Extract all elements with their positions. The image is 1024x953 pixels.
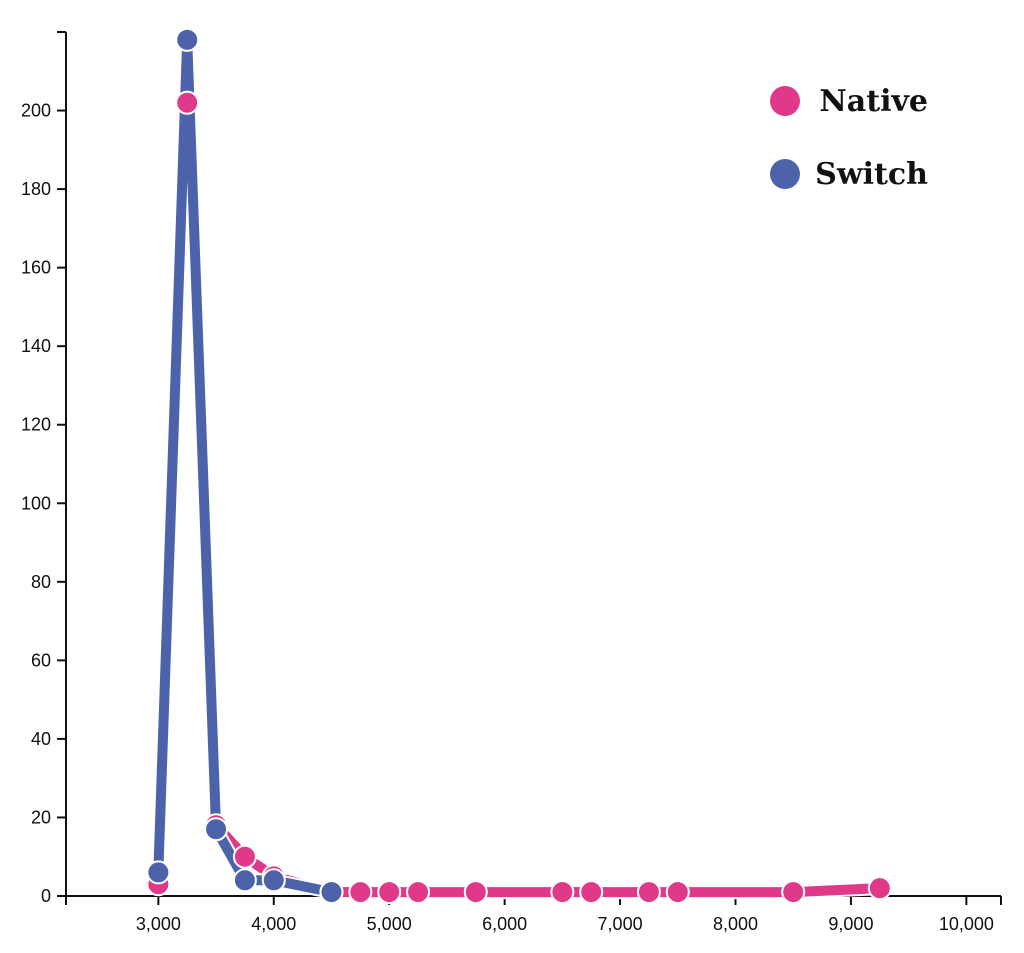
y-tick-label: 20 xyxy=(31,807,51,827)
y-tick-label: 40 xyxy=(31,729,51,749)
x-tick-label: 7,000 xyxy=(598,914,643,934)
switch-point xyxy=(319,880,344,905)
legend-label-native: Native xyxy=(819,84,928,119)
native-point xyxy=(579,880,604,905)
x-tick-label: 6,000 xyxy=(482,914,527,934)
switch-point xyxy=(204,817,229,842)
native-point xyxy=(781,880,806,905)
native-point xyxy=(348,880,373,905)
x-axis: 3,000 4,000 5,000 6,000 7,000 8,000 9,000 10,00… xyxy=(65,895,1002,934)
native-point xyxy=(636,880,661,905)
x-tick-label: 3,000 xyxy=(136,914,181,934)
x-tick-label: 9,000 xyxy=(828,914,873,934)
x-tick-label: 10,000 xyxy=(939,914,994,934)
y-tick-label: 120 xyxy=(21,415,51,435)
legend-swatch-switch xyxy=(770,159,800,189)
y-tick-label: 160 xyxy=(21,258,51,278)
switch-point xyxy=(175,27,200,52)
switch-line xyxy=(153,34,337,898)
y-tick-label: 60 xyxy=(31,650,51,670)
switch-point xyxy=(232,868,257,893)
x-tick-label: 8,000 xyxy=(713,914,758,934)
legend: Native Switch xyxy=(770,84,928,192)
series-layer xyxy=(146,27,892,905)
native-point xyxy=(550,880,575,905)
y-tick-label: 0 xyxy=(41,886,51,906)
switch-point xyxy=(146,860,171,885)
y-tick-label: 200 xyxy=(21,101,51,121)
native-point xyxy=(406,880,431,905)
native-line-halo xyxy=(151,95,887,900)
x-tick-label: 5,000 xyxy=(367,914,412,934)
y-axis: 0 20 40 60 80 100 120 140 160 180 200 xyxy=(21,31,67,906)
y-tick-label: 100 xyxy=(21,493,51,513)
native-point-peak xyxy=(175,90,200,115)
native-point xyxy=(665,880,690,905)
native-point xyxy=(377,880,402,905)
legend-label-switch: Switch xyxy=(815,157,928,192)
native-point xyxy=(232,844,257,869)
switch-point xyxy=(261,868,286,893)
x-tick-label: 4,000 xyxy=(251,914,296,934)
legend-swatch-native xyxy=(770,86,800,116)
y-tick-label: 180 xyxy=(21,179,51,199)
native-point xyxy=(867,876,892,901)
y-tick-label: 140 xyxy=(21,336,51,356)
y-tick-label: 80 xyxy=(31,572,51,592)
native-line xyxy=(153,97,885,898)
native-point xyxy=(463,880,488,905)
